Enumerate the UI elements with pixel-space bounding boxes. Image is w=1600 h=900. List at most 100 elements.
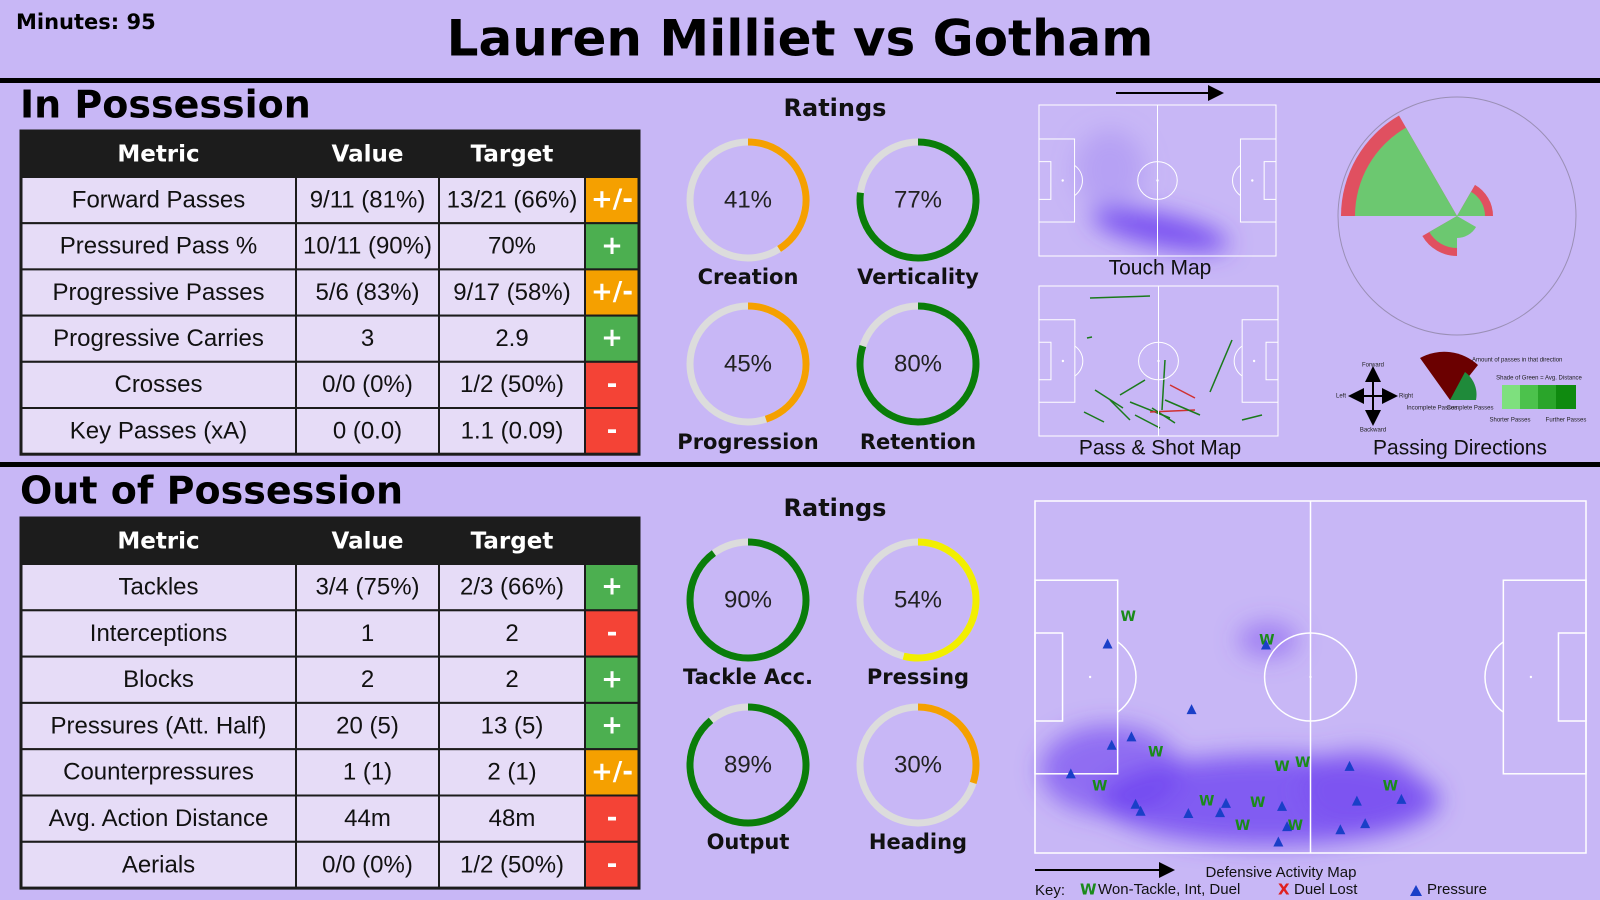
map-label: Touch Map <box>1109 257 1212 280</box>
gauge-value: 80% <box>894 350 942 377</box>
indicator-text: - <box>607 369 618 399</box>
cell-text: 13/21 (66%) <box>447 186 578 213</box>
table-cell <box>438 748 586 797</box>
gauge-value: 90% <box>724 586 772 613</box>
cell-text: 70% <box>488 233 536 260</box>
pitch-line <box>1239 138 1277 223</box>
legend-text: Shorter Passes <box>1489 418 1530 424</box>
won-event: W <box>1250 795 1265 811</box>
pass-line <box>1209 339 1233 393</box>
pitch-spot <box>1061 359 1065 363</box>
won-event: W <box>1235 818 1250 834</box>
legend-text: Amount of passes in that direction <box>1472 358 1562 364</box>
pressure-event <box>1351 795 1362 806</box>
ratings-title: Ratings <box>784 94 887 122</box>
indicator <box>584 360 640 409</box>
pass-line <box>1119 379 1146 396</box>
gauge-arc <box>856 138 980 262</box>
pitch-spot <box>1088 675 1092 679</box>
cell-text: 1 (1) <box>343 759 392 786</box>
pitch-line <box>1502 579 1587 775</box>
pressure-event <box>1106 739 1117 750</box>
pitch-spot <box>1157 359 1160 363</box>
cell-text: 44m <box>344 805 391 832</box>
map-label: Pass & Shot Map <box>1079 437 1241 460</box>
title: Lauren Milliet vs Gotham <box>447 10 1154 68</box>
pressure-event <box>1282 821 1293 832</box>
gauge-arc <box>902 538 980 662</box>
gauge-name: Output <box>707 830 790 854</box>
cell-text: 0/0 (0%) <box>322 851 413 878</box>
pass-line <box>1086 336 1093 339</box>
table-cell <box>295 407 440 456</box>
pitch-line <box>1074 345 1084 377</box>
indicator-text: +/- <box>591 277 633 307</box>
pitch-spot <box>1252 359 1256 363</box>
pitch-line <box>1038 161 1052 200</box>
pressure-event <box>1065 768 1076 779</box>
map-label: Defensive Activity Map <box>1206 864 1357 881</box>
table-cell <box>438 176 586 225</box>
cell-text: Progressive Passes <box>52 279 264 306</box>
gauge-name: Heading <box>869 830 967 854</box>
table-cell <box>438 563 586 612</box>
pressure-event <box>1215 807 1226 818</box>
defensive-heat <box>1040 622 1440 845</box>
column-header: Target <box>471 529 554 555</box>
pass-line <box>1109 399 1131 421</box>
rose-sector <box>1355 127 1457 216</box>
won-event: W <box>1148 745 1163 761</box>
pitch-line <box>1038 319 1076 403</box>
ratings-title: Ratings <box>784 494 887 522</box>
pitch-line <box>1557 632 1587 722</box>
won-event: W <box>1259 632 1274 648</box>
key-symbol <box>1410 885 1422 896</box>
column-header: Target <box>471 142 554 168</box>
gauge-arc <box>747 138 810 252</box>
key-label: Key: <box>1035 882 1065 899</box>
pitch-spot <box>1156 179 1159 182</box>
minutes: Minutes: 95 <box>16 10 156 34</box>
passing-rose <box>1341 115 1493 256</box>
cell-text: 48m <box>489 805 536 832</box>
indicator <box>584 748 640 797</box>
pressure-event <box>1102 638 1113 649</box>
key-text: Won-Tackle, Int, Duel <box>1098 881 1240 898</box>
gauge-value: 54% <box>894 586 942 613</box>
pressure-event <box>1273 836 1284 847</box>
table-cell <box>295 840 440 890</box>
cell-text: 5/6 (83%) <box>315 279 419 306</box>
table-border <box>19 129 641 456</box>
cell-text: 3/4 (75%) <box>315 573 419 600</box>
table-cell <box>295 268 440 317</box>
indicator-text: - <box>607 803 618 833</box>
gauge-arc <box>856 302 980 426</box>
map-label: Passing Directions <box>1373 437 1547 460</box>
cell-text: 9/11 (81%) <box>310 186 426 213</box>
cell-text: 13 (5) <box>481 712 544 739</box>
pitch-line <box>1074 164 1083 197</box>
gauge-value: 45% <box>724 350 772 377</box>
indicator-text: +/- <box>591 185 633 215</box>
divider <box>0 462 1600 467</box>
cell-text: Key Passes (xA) <box>70 417 247 444</box>
pressure-event <box>1221 797 1232 808</box>
pressure-event <box>1183 807 1194 818</box>
cell-text: Aerials <box>122 851 195 878</box>
rose-sector <box>1429 216 1457 248</box>
legend-text: Shade of Green = Avg. Distance <box>1496 376 1582 382</box>
column-header: Value <box>332 529 404 555</box>
gauge-name: Progression <box>677 430 818 454</box>
cell-text: 2 (1) <box>487 759 536 786</box>
pitch-line <box>1263 632 1358 722</box>
section-title: Out of Possession <box>20 469 403 513</box>
pitch-line <box>1137 161 1178 200</box>
key-text: Duel Lost <box>1294 881 1358 898</box>
pitch-spot <box>1309 675 1312 679</box>
pitch-spot <box>1251 179 1254 182</box>
gauge-arc <box>686 538 810 662</box>
gauge-value: 30% <box>894 751 942 778</box>
table-cell <box>295 360 440 409</box>
pitch-line <box>1265 341 1279 381</box>
gauge-name: Pressing <box>867 665 969 689</box>
